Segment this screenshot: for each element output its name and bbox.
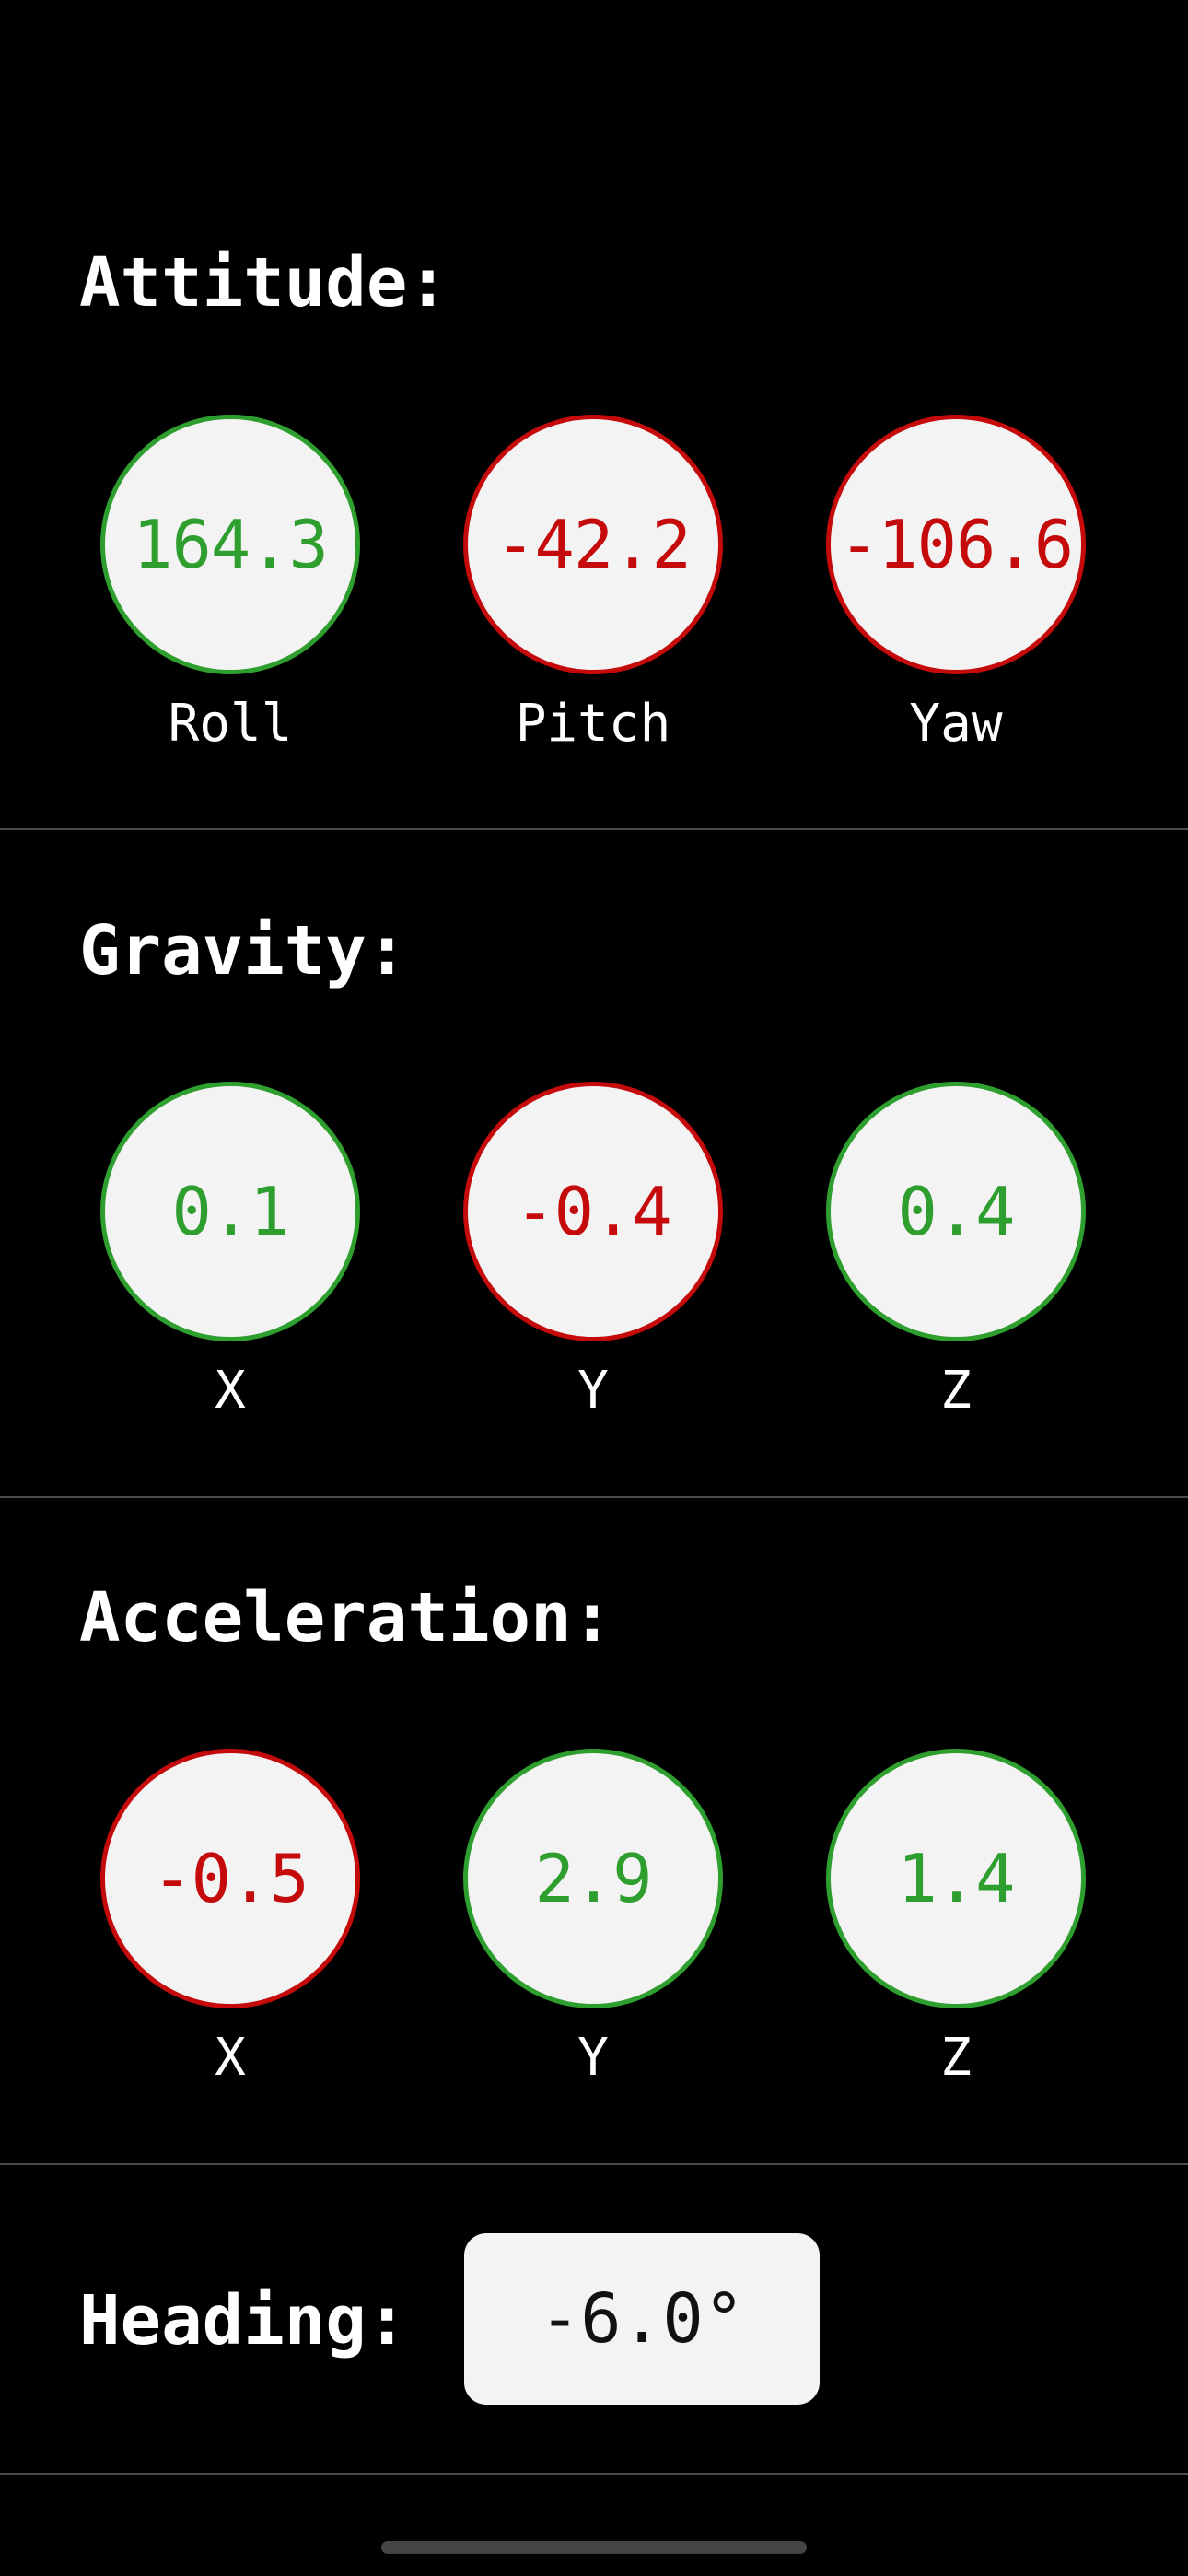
gravity-z-value: 0.4	[897, 1173, 1015, 1250]
heading-value-box: -6.0°	[464, 2233, 820, 2405]
gravity-y-gauge-circle: -0.4	[463, 1082, 723, 1341]
acceleration-x-label: X	[215, 2028, 246, 2088]
pitch-label: Pitch	[515, 694, 671, 754]
yaw-gauge: -106.6 Yaw	[826, 415, 1086, 750]
gravity-x-value: 0.1	[171, 1173, 289, 1250]
gravity-y-label: Y	[577, 1361, 609, 1421]
gravity-x-label: X	[215, 1361, 246, 1421]
acceleration-z-gauge-circle: 1.4	[826, 1749, 1086, 2008]
roll-gauge-circle: 164.3	[100, 415, 360, 674]
yaw-gauge-circle: -106.6	[826, 415, 1086, 674]
yaw-label: Yaw	[909, 694, 1003, 754]
divider	[0, 2473, 1188, 2475]
gravity-title: Gravity:	[79, 911, 408, 990]
pitch-value: -42.2	[495, 506, 692, 583]
gravity-z-label: Z	[940, 1361, 972, 1421]
acceleration-title: Acceleration:	[79, 1578, 613, 1657]
roll-label: Roll	[168, 694, 293, 754]
pitch-gauge-circle: -42.2	[463, 415, 723, 674]
acceleration-z-label: Z	[940, 2028, 972, 2088]
divider	[0, 828, 1188, 830]
gravity-y-value: -0.4	[515, 1173, 671, 1250]
acceleration-y-gauge-circle: 2.9	[463, 1749, 723, 2008]
heading-value: -6.0°	[539, 2279, 745, 2359]
attitude-title: Attitude:	[79, 243, 448, 322]
gravity-x-gauge-circle: 0.1	[100, 1082, 360, 1341]
gravity-z-gauge-circle: 0.4	[826, 1082, 1086, 1341]
pitch-gauge: -42.2 Pitch	[463, 415, 723, 750]
acceleration-x-value: -0.5	[152, 1840, 309, 1917]
acceleration-z-value: 1.4	[897, 1840, 1015, 1917]
roll-gauge: 164.3 Roll	[100, 415, 360, 750]
gravity-z-gauge: 0.4 Z	[826, 1082, 1086, 1417]
divider	[0, 2163, 1188, 2165]
divider	[0, 1496, 1188, 1498]
acceleration-y-value: 2.9	[534, 1840, 652, 1917]
gravity-x-gauge: 0.1 X	[100, 1082, 360, 1417]
gravity-gauges: 0.1 X -0.4 Y 0.4 Z	[0, 1082, 1188, 1432]
gravity-y-gauge: -0.4 Y	[463, 1082, 723, 1417]
acceleration-x-gauge-circle: -0.5	[100, 1749, 360, 2008]
yaw-value: -106.6	[838, 506, 1074, 583]
acceleration-x-gauge: -0.5 X	[100, 1749, 360, 2084]
home-indicator[interactable]	[381, 2541, 807, 2554]
acceleration-z-gauge: 1.4 Z	[826, 1749, 1086, 2084]
roll-value: 164.3	[133, 506, 329, 583]
acceleration-gauges: -0.5 X 2.9 Y 1.4 Z	[0, 1749, 1188, 2099]
acceleration-y-label: Y	[577, 2028, 609, 2088]
heading-title: Heading:	[79, 2281, 408, 2360]
attitude-gauges: 164.3 Roll -42.2 Pitch -106.6 Yaw	[0, 415, 1188, 765]
acceleration-y-gauge: 2.9 Y	[463, 1749, 723, 2084]
